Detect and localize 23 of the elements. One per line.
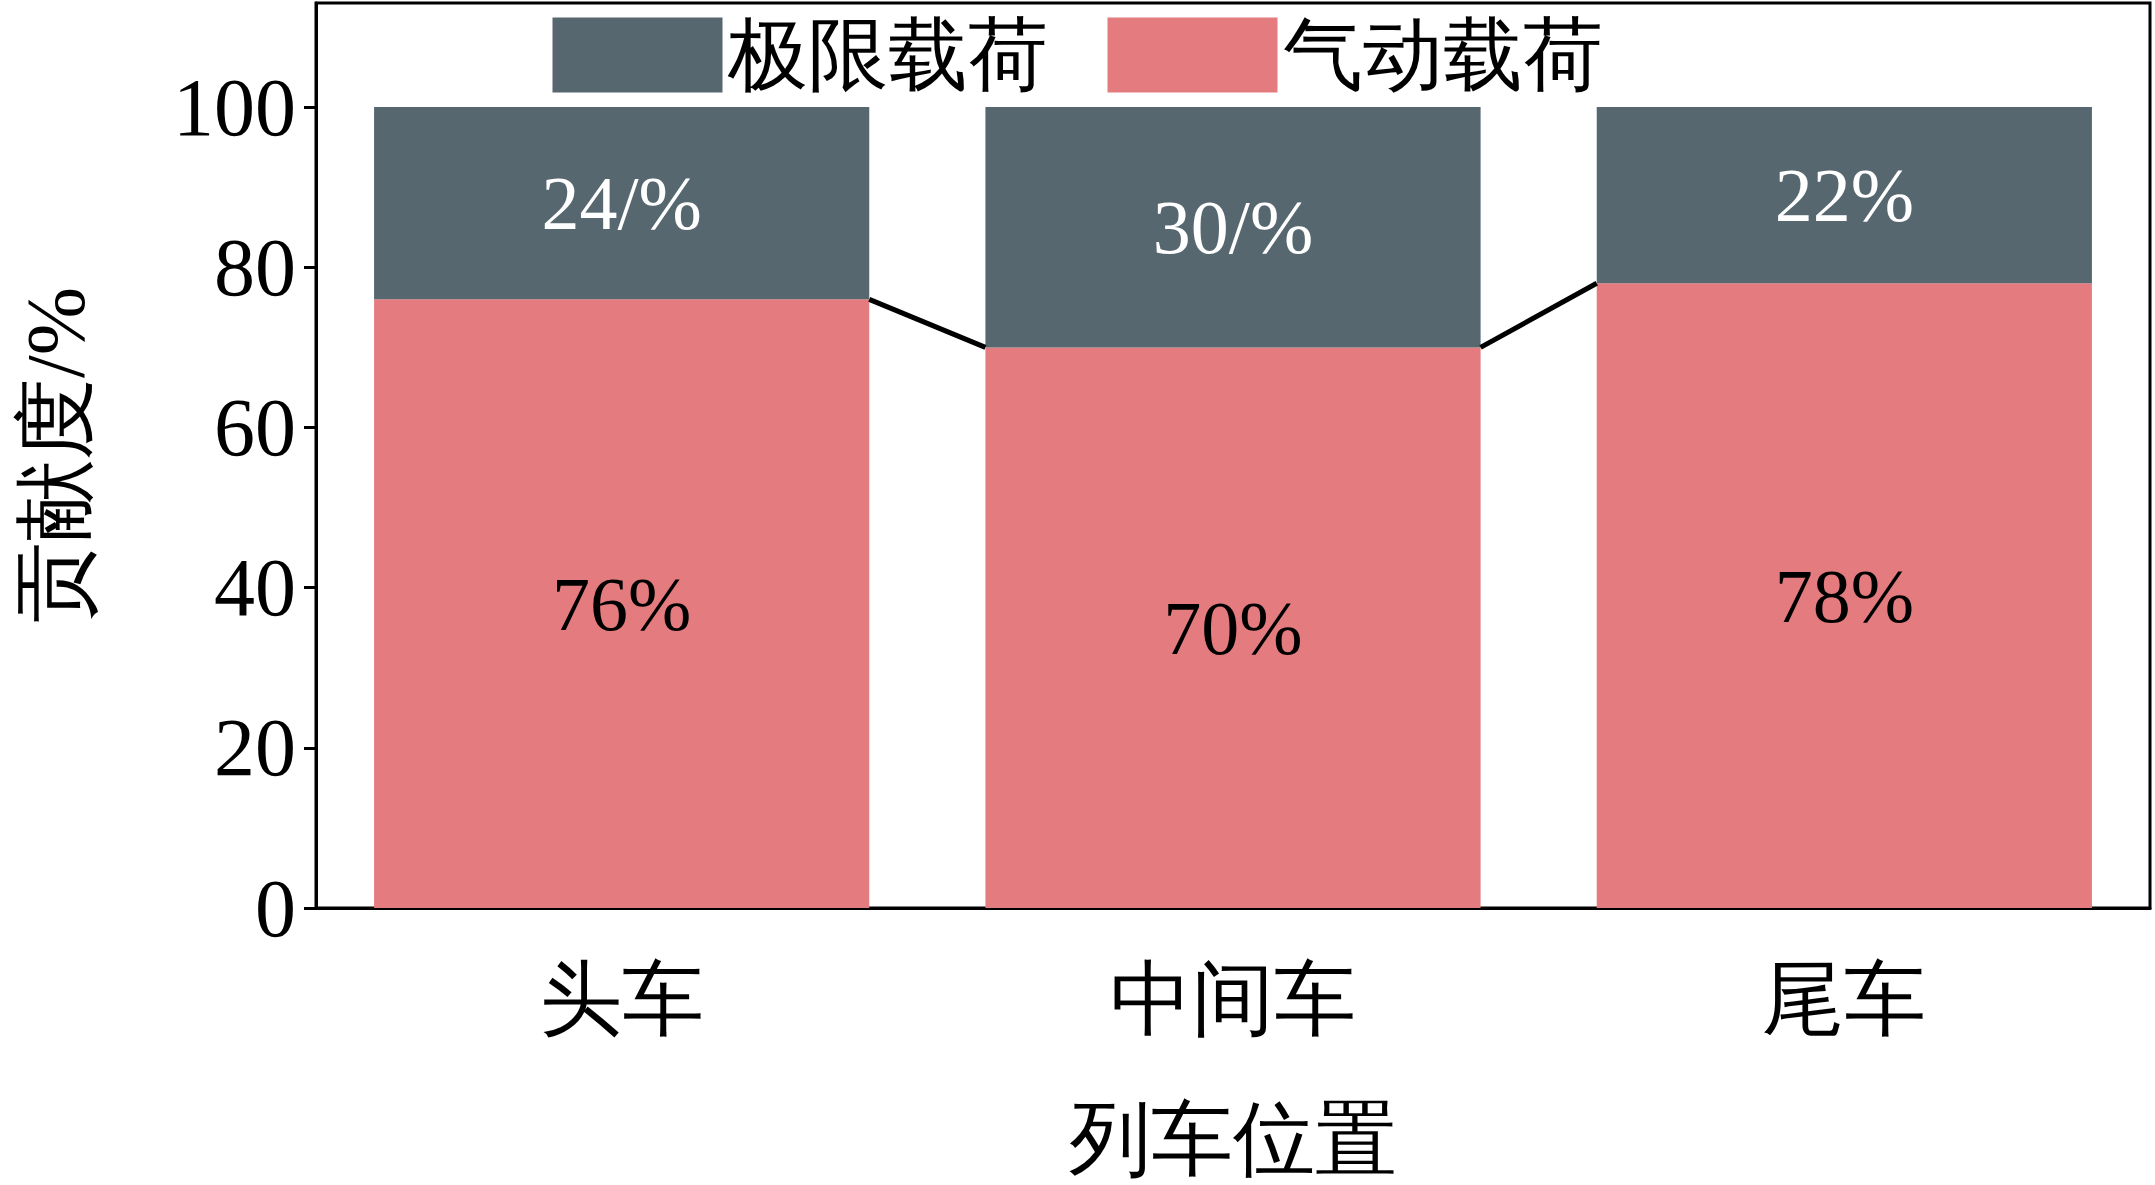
- y-tick-label: 80: [214, 221, 296, 313]
- data-label: 76%: [552, 561, 692, 646]
- y-axis-title: 贡献度/%: [9, 286, 101, 625]
- legend-label: 气动载荷: [1282, 11, 1603, 99]
- y-tick-label: 0: [255, 862, 296, 954]
- data-label: 22%: [1774, 153, 1914, 238]
- data-label: 30/%: [1152, 185, 1314, 270]
- data-label: 24/%: [541, 161, 702, 246]
- x-tick-label: 头车: [539, 953, 704, 1045]
- y-tick-label: 60: [214, 381, 296, 473]
- y-tick-label: 40: [214, 542, 296, 634]
- data-label: 78%: [1774, 553, 1914, 638]
- bar: [1596, 107, 2092, 284]
- bar: [1596, 283, 2092, 908]
- legend-label: 极限载荷: [726, 11, 1048, 99]
- data-label: 70%: [1163, 585, 1303, 670]
- bar: [374, 299, 870, 908]
- x-axis-title: 列车位置: [1069, 1093, 1397, 1185]
- y-tick-label: 20: [214, 702, 296, 794]
- bar: [374, 107, 870, 300]
- x-tick-label: 尾车: [1762, 953, 1927, 1045]
- x-tick-label: 中间车: [1110, 953, 1356, 1045]
- y-tick-label: 100: [173, 61, 296, 153]
